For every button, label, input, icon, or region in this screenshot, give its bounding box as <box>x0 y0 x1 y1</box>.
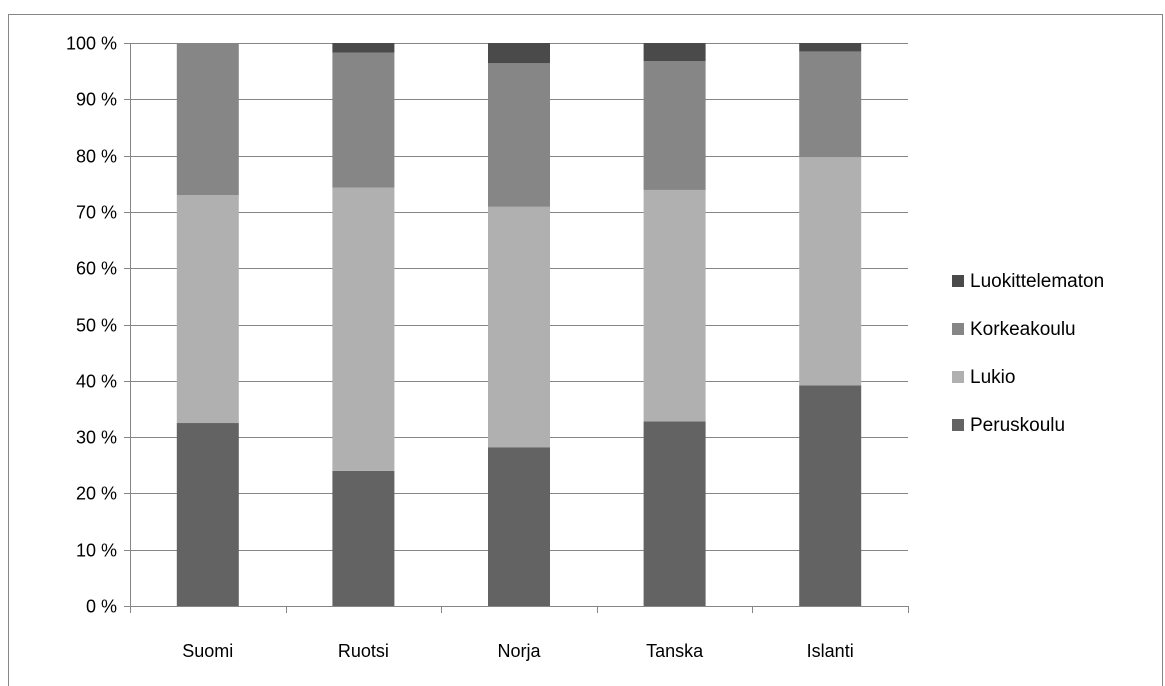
bars <box>176 43 862 606</box>
bar-segment-korkeakoulu <box>332 52 395 188</box>
bar-segment-korkeakoulu <box>799 51 862 158</box>
bar-segment-korkeakoulu <box>643 61 706 190</box>
y-tick-label: 90 % <box>76 90 117 110</box>
x-tick-label: Suomi <box>182 641 233 661</box>
legend-label: Peruskoulu <box>970 415 1065 436</box>
y-tick-label: 10 % <box>76 541 117 561</box>
legend-label: Korkeakoulu <box>970 319 1076 340</box>
bar-segment-peruskoulu <box>799 385 862 606</box>
y-tick-label: 40 % <box>76 372 117 392</box>
bar-segment-korkeakoulu <box>176 43 239 196</box>
y-tick-label: 30 % <box>76 428 117 448</box>
y-tick-labels: 0 % 10 % 20 % 30 % 40 % 50 % 60 % 70 % 80 % 90 % 1… <box>66 34 117 617</box>
legend-swatch <box>952 275 964 287</box>
bar-segment-peruskoulu <box>332 470 395 606</box>
y-tick-label: 20 % <box>76 484 117 504</box>
y-tick-label: 0 % <box>86 597 117 617</box>
legend: Luokittelematon Korkeakoulu Lukio Peruskoul… <box>952 271 1104 436</box>
bar-segment-peruskoulu <box>643 421 706 606</box>
bar-segment-lukio <box>176 195 239 424</box>
x-tick-label: Ruotsi <box>338 641 389 661</box>
x-tick-labels: Suomi Ruotsi Norja Tanska Islanti <box>182 641 853 661</box>
y-tick-label: 80 % <box>76 147 117 167</box>
y-tick-label: 100 % <box>66 34 117 54</box>
chart-frame <box>8 14 1163 686</box>
y-tick-label: 50 % <box>76 316 117 336</box>
bar-segment-lukio <box>488 206 550 448</box>
bar-segment-korkeakoulu <box>488 63 550 207</box>
x-tick-label: Norja <box>497 641 541 661</box>
legend-swatch <box>952 371 964 383</box>
x-tick-label: Tanska <box>646 641 704 661</box>
bar-segment-lukio <box>643 189 706 422</box>
axes <box>124 43 909 613</box>
bar-segment-lukio <box>799 157 862 386</box>
legend-label: Luokittelematon <box>970 271 1104 292</box>
x-tick-label: Islanti <box>807 641 854 661</box>
legend-swatch <box>952 419 964 431</box>
bar-segment-luokittelematon <box>332 43 395 53</box>
bar-segment-peruskoulu <box>176 423 239 606</box>
bar-segment-luokittelematon <box>799 43 862 52</box>
legend-swatch <box>952 323 964 335</box>
legend-label: Lukio <box>970 367 1015 388</box>
bar-segment-luokittelematon <box>488 43 550 64</box>
y-tick-label: 70 % <box>76 203 117 223</box>
bar-segment-luokittelematon <box>643 43 706 62</box>
bar-segment-lukio <box>332 187 395 471</box>
bar-segment-peruskoulu <box>488 447 550 606</box>
y-tick-label: 60 % <box>76 259 117 279</box>
